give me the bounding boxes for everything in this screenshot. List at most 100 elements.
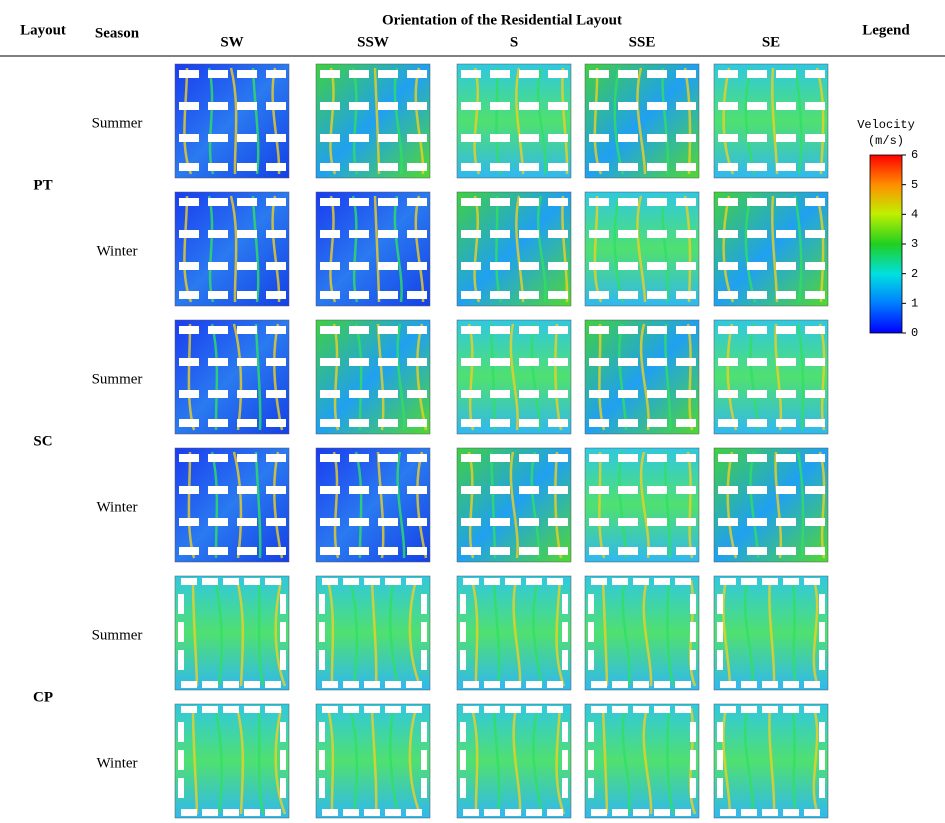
- building: [562, 622, 568, 642]
- building: [490, 134, 510, 142]
- building: [747, 518, 767, 526]
- building: [805, 163, 825, 171]
- building: [548, 547, 568, 555]
- building: [421, 750, 427, 770]
- building: [676, 326, 696, 334]
- building: [718, 134, 738, 142]
- building: [676, 163, 696, 171]
- building: [378, 518, 398, 526]
- building: [407, 102, 427, 110]
- season-label: Summer: [92, 371, 143, 387]
- building: [654, 681, 670, 688]
- building: [349, 134, 369, 142]
- flow-streak: [636, 67, 647, 175]
- flow-streak: [743, 579, 754, 687]
- building: [633, 809, 649, 816]
- building: [179, 163, 199, 171]
- building: [490, 390, 510, 398]
- building: [676, 518, 696, 526]
- building: [266, 454, 286, 462]
- building: [179, 291, 199, 299]
- building: [421, 622, 427, 642]
- building: [208, 291, 228, 299]
- layout-label: PT: [33, 177, 52, 193]
- building: [618, 134, 638, 142]
- building: [378, 419, 398, 427]
- building: [589, 390, 609, 398]
- flow-streak: [621, 579, 631, 687]
- building: [208, 262, 228, 270]
- flow-streak: [555, 579, 566, 687]
- building: [647, 358, 667, 366]
- building: [179, 486, 199, 494]
- building: [364, 578, 380, 585]
- flow-streak: [348, 707, 359, 815]
- building: [461, 486, 481, 494]
- building: [280, 650, 286, 670]
- field-bg: [315, 63, 431, 179]
- building: [589, 358, 609, 366]
- building: [378, 198, 398, 206]
- building: [343, 681, 359, 688]
- building: [461, 547, 481, 555]
- field-bg: [713, 191, 829, 307]
- building: [618, 102, 638, 110]
- building: [819, 650, 825, 670]
- building: [618, 326, 638, 334]
- flow-streak: [470, 579, 479, 687]
- field-bg: [456, 191, 572, 307]
- building: [407, 230, 427, 238]
- building: [747, 291, 767, 299]
- building: [526, 809, 542, 816]
- velocity-field: [456, 575, 572, 691]
- flow-streak: [257, 707, 265, 815]
- velocity-field: [456, 191, 572, 307]
- building: [805, 326, 825, 334]
- flow-streak: [532, 707, 544, 815]
- building: [280, 750, 286, 770]
- building: [266, 486, 286, 494]
- flow-streak: [408, 707, 422, 815]
- building: [364, 681, 380, 688]
- building: [364, 809, 380, 816]
- velocity-field: [584, 319, 700, 435]
- flow-streak: [532, 579, 544, 687]
- building: [589, 326, 609, 334]
- building: [562, 750, 568, 770]
- flow-streak: [601, 579, 609, 687]
- building: [747, 486, 767, 494]
- building: [805, 230, 825, 238]
- colorbar-tick-label: 1: [911, 297, 918, 311]
- flow-streak: [492, 707, 501, 815]
- building: [320, 70, 340, 78]
- flow-streak: [790, 579, 798, 687]
- building: [181, 578, 197, 585]
- building: [589, 547, 609, 555]
- building: [548, 486, 568, 494]
- building: [266, 230, 286, 238]
- flow-streak: [812, 579, 820, 687]
- flow-streak: [666, 579, 675, 687]
- flow-streak: [768, 707, 776, 815]
- building: [717, 722, 723, 742]
- building: [588, 594, 594, 614]
- building: [676, 390, 696, 398]
- building: [484, 578, 500, 585]
- building: [747, 326, 767, 334]
- flow-streak: [509, 451, 519, 559]
- building: [490, 163, 510, 171]
- building: [484, 706, 500, 713]
- building: [463, 706, 479, 713]
- building: [783, 578, 799, 585]
- building: [548, 358, 568, 366]
- legend-unit: (m/s): [868, 134, 904, 148]
- building: [505, 578, 521, 585]
- building: [519, 358, 539, 366]
- building: [237, 419, 257, 427]
- building: [407, 326, 427, 334]
- building: [747, 547, 767, 555]
- building: [407, 547, 427, 555]
- building: [237, 262, 257, 270]
- building: [819, 778, 825, 798]
- building: [519, 326, 539, 334]
